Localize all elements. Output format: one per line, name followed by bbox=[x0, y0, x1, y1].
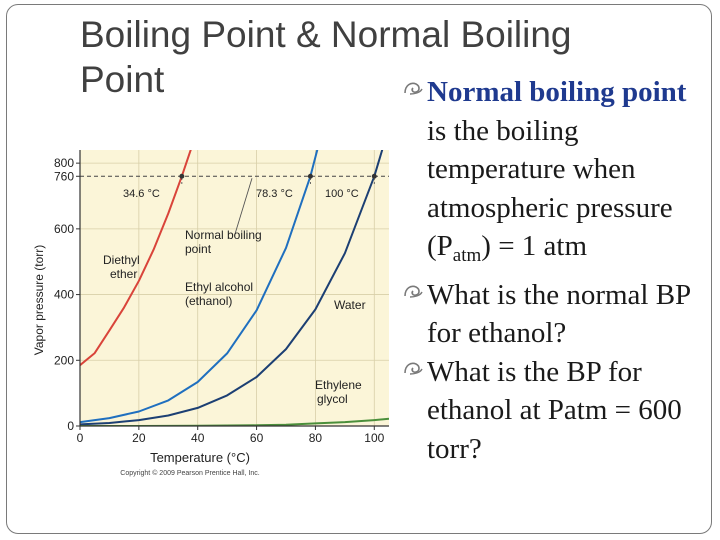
x-tick-label: 0 bbox=[77, 431, 84, 445]
bullet-text: What is the BP for ethanol at Patm = 600… bbox=[427, 355, 682, 465]
y-tick-label: 600 bbox=[54, 222, 74, 236]
bullet-subscript: atm bbox=[452, 245, 482, 266]
boiling-point-marker bbox=[371, 173, 377, 179]
normal-bp-label-2: point bbox=[185, 242, 212, 256]
y-tick-label: 200 bbox=[54, 353, 74, 367]
x-tick-label: 60 bbox=[250, 431, 264, 445]
highlight-term-cont: point bbox=[621, 76, 687, 108]
scroll-bullet-icon bbox=[404, 285, 423, 298]
boiling-point-marker bbox=[179, 173, 185, 179]
water-bp-label: 100 °C bbox=[325, 188, 359, 200]
plot-area bbox=[80, 150, 389, 426]
glycol-label-1: Ethylene bbox=[315, 378, 362, 392]
bullet-text: What is the normal BP for ethanol? bbox=[427, 278, 691, 350]
x-tick-label: 40 bbox=[191, 431, 205, 445]
normal-bp-label-1: Normal boiling bbox=[185, 228, 262, 242]
y-tick-label: 800 bbox=[54, 156, 74, 170]
title-line-1: Boiling Point & Normal Boiling bbox=[80, 14, 572, 55]
ether-bp-label: 34.6 °C bbox=[123, 188, 160, 200]
bullet-list: Normal boiling point is the boiling temp… bbox=[402, 73, 702, 468]
boiling-point-marker bbox=[307, 173, 313, 179]
scroll-bullet-icon bbox=[404, 82, 423, 95]
x-tick-label: 80 bbox=[309, 431, 323, 445]
ethanol-label-2: (ethanol) bbox=[185, 294, 232, 308]
normal-bp-pointer bbox=[234, 178, 253, 235]
copyright-note: Copyright © 2009 Pearson Prentice Hall, … bbox=[120, 469, 259, 477]
scroll-bullet-icon bbox=[404, 362, 423, 375]
title-line-2: Point bbox=[80, 59, 165, 100]
bullet-item: What is the normal BP for ethanol? bbox=[402, 276, 702, 353]
y-tick-label: 760 bbox=[54, 169, 74, 183]
x-axis-label: Temperature (°C) bbox=[150, 450, 250, 465]
slide-title: Boiling Point & Normal Boiling Point bbox=[80, 12, 640, 102]
y-tick-label: 400 bbox=[54, 288, 74, 302]
bullet-text: is the boiling temperature when atmosphe… bbox=[427, 114, 673, 263]
series-line bbox=[80, 150, 384, 426]
glycol-label-2: glycol bbox=[317, 392, 348, 406]
highlight-term: Normal boiling bbox=[427, 76, 615, 108]
ether-label-1: Diethyl bbox=[103, 253, 140, 267]
bullet-item: What is the BP for ethanol at Patm = 600… bbox=[402, 353, 702, 469]
ethanol-bp-label: 78.3 °C bbox=[256, 188, 293, 200]
water-label: Water bbox=[334, 298, 366, 312]
ethanol-label-1: Ethyl alcohol bbox=[185, 280, 253, 294]
x-tick-label: 20 bbox=[132, 431, 146, 445]
bullet-text-after: ) = 1 atm bbox=[481, 230, 588, 262]
slide-frame bbox=[6, 4, 712, 534]
series-line bbox=[80, 150, 192, 366]
ether-label-2: ether bbox=[110, 267, 137, 281]
y-tick-label: 0 bbox=[67, 419, 74, 433]
y-axis-label: Vapor pressure (torr) bbox=[32, 245, 46, 355]
x-tick-label: 100 bbox=[364, 431, 384, 445]
bullet-item: Normal boiling point is the boiling temp… bbox=[402, 73, 702, 276]
series-line bbox=[80, 150, 319, 424]
